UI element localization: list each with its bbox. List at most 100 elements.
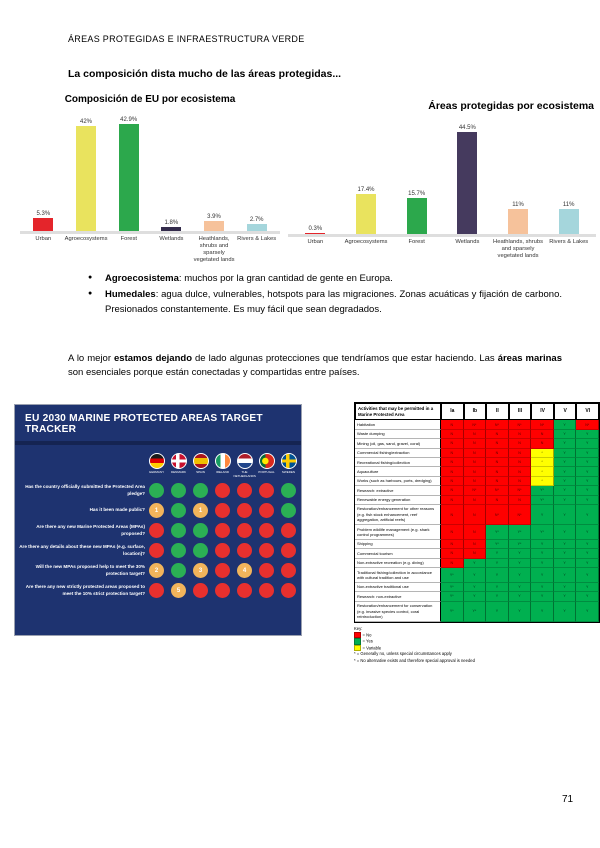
bold-text: Humedales [105,289,156,301]
red-status-dot [149,583,164,599]
activity-cell: N [508,476,532,487]
activity-cell: Y* [531,525,554,540]
yellow-status-dot: 1 [149,503,164,519]
activity-cell: Y [508,549,532,559]
country-column: DENMARK [170,453,187,478]
green-status-dot [281,503,296,519]
tracker-question: Will the new MPAs proposed help to meet … [35,563,145,576]
activity-cell: N [508,439,532,449]
activity-cell: Y [486,568,509,583]
red-status-dot [215,483,230,499]
activity-cell: Y [553,568,577,583]
country-name: GERMANY [148,470,165,474]
country-column: IRELAND [214,453,231,478]
key-entry: = Variable [354,644,600,652]
bar-value-label: 0.3% [308,226,323,232]
activity-cell: * [531,448,554,458]
country-column: SWEDEN [280,453,297,478]
activity-cell: Y [553,504,577,526]
country-name: IRELAND [215,470,229,474]
bar [246,224,267,231]
activity-cell: Y [508,568,532,583]
bar-column: 11% [543,202,594,234]
bar-value-label: 15.7% [408,190,426,197]
chart-protected-areas: Áreas protegidas por ecosistema 0.3% 17.4… [288,100,596,260]
activity-cell: Y [553,549,577,559]
activity-cell: Y [576,476,599,487]
iucn-category-header: II [486,403,509,421]
activity-cell: Y* [486,525,509,540]
activity-cell: N [463,448,487,458]
activity-label: Works (such as harbours, ports, dredging… [355,476,441,487]
activity-cell: * [531,476,554,487]
activity-cell: N [441,504,464,526]
yellow-status-dot: 5 [171,583,186,599]
chart-bars: 0.3% 17.4% 15.7% 44.5% 11% 11% [288,116,596,237]
text-run: : agua dulce, vulnerables, hotspots para… [105,289,562,315]
activity-cell: Y [531,592,554,602]
activity-label: Restoration/enhancement for other reason… [355,504,441,526]
bar-column: 17.4% [341,187,392,234]
country-name: SPAIN [196,470,205,474]
red-status-dot [259,523,274,539]
activity-cell: Y [531,539,554,550]
key-color-swatch [354,638,361,645]
bar-category-label: Rivers & Lakes [237,236,277,242]
key-color-swatch [354,631,361,639]
yellow-status-dot: 4 [237,563,252,579]
activity-cell: Y [576,568,599,583]
key-color-swatch [354,644,361,652]
tracker-question-row: Will the new MPAs proposed help to meet … [15,563,303,579]
ireland-flag-icon [214,453,231,469]
activity-cell: N [531,439,554,449]
bar [558,208,579,234]
denmark-flag-icon [170,453,187,469]
activity-label: Habitation [355,420,441,430]
activity-cell: Y [576,592,599,602]
activity-cell: N [463,539,487,550]
mpa-activities-table: Activities that may be permitted in a Ma… [354,402,600,664]
activity-cell: N [463,549,487,559]
activity-label: Research: extractive [355,486,441,496]
activity-cell: Y* [441,568,464,583]
activity-cell: N [486,495,509,505]
bullet-list: Agroecosistema: muchos por la gran canti… [88,272,562,319]
bullet-humedales: Humedales: agua dulce, vulnerables, hots… [88,288,562,317]
iucn-category-header: V [553,403,577,421]
country-column: PORTUGAL [258,453,275,478]
tracker-title: EU 2030 MARINE PROTECTED AREAS TARGET TR… [15,405,301,445]
activity-cell: Y [486,549,509,559]
bar-column: 1.8% [150,220,193,231]
activity-cell: Y* [441,582,464,593]
activity-cell: N* [531,420,554,430]
activity-cell: N [463,439,487,449]
activity-cell: Y [553,495,577,505]
netherlands-flag-icon [236,453,253,469]
yellow-status-dot: 3 [193,563,208,579]
activity-cell: * [531,458,554,468]
status-dots: 2 3 4 [149,563,303,579]
activity-cell: Y [553,601,577,622]
green-status-dot [193,543,208,559]
red-status-dot [193,583,208,599]
tracker-question: Are there any details about these new MP… [19,543,145,556]
activity-label: Traditional fishing/collection in accord… [355,568,441,583]
activity-cell: Y [553,467,577,477]
activity-label: Commercial fishing/extraction [355,448,441,458]
activity-cell: Y [553,525,577,540]
activity-cell: N [463,458,487,468]
bar-column: 0.3% [290,226,341,234]
activity-cell: N [441,429,464,440]
activity-cell: N [486,429,509,440]
bold-text: áreas marinas [497,353,562,364]
red-status-dot [237,543,252,559]
bar-category-label: Wetlands [159,236,184,242]
red-status-dot [215,583,230,599]
key-title: Key: [354,625,363,631]
activity-cell: N [441,549,464,559]
green-status-dot [171,483,186,499]
bar-column: 5.3% [22,211,65,231]
activity-cell: N [441,458,464,468]
activity-cell: N [486,439,509,449]
